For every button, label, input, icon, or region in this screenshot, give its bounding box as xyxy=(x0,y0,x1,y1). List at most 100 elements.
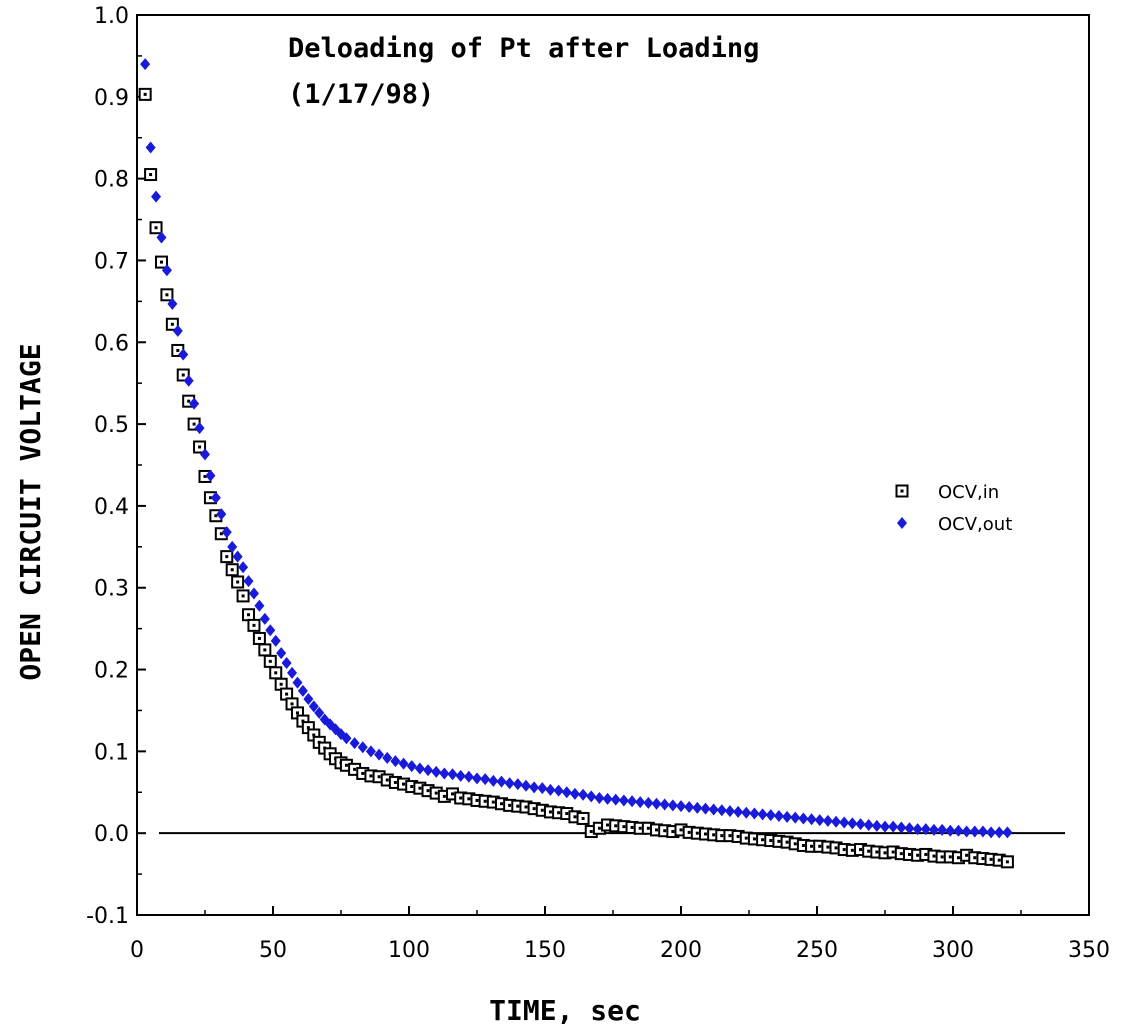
data-point xyxy=(225,563,239,577)
data-point xyxy=(156,231,167,244)
data-point xyxy=(945,824,956,837)
data-point xyxy=(814,814,825,827)
data-point xyxy=(231,575,245,589)
y-tick-label: 0.7 xyxy=(94,249,129,274)
data-point xyxy=(618,794,629,807)
data-point xyxy=(496,775,507,788)
data-point xyxy=(659,798,670,811)
data-point xyxy=(928,823,939,836)
data-point xyxy=(847,817,858,830)
data-point xyxy=(782,810,793,823)
data-point xyxy=(144,168,158,182)
data-point xyxy=(341,732,352,745)
data-point xyxy=(1002,826,1013,839)
data-point xyxy=(189,397,200,410)
x-tick-label: 350 xyxy=(1068,938,1110,963)
data-point xyxy=(167,297,178,310)
data-point xyxy=(259,612,270,625)
legend-marker xyxy=(895,484,909,498)
data-point xyxy=(977,825,988,838)
data-point xyxy=(757,808,768,821)
y-tick-label: 0.8 xyxy=(94,168,129,193)
data-point xyxy=(205,469,216,482)
data-point xyxy=(504,777,515,790)
data-point xyxy=(423,764,434,777)
data-point xyxy=(488,774,499,787)
data-point xyxy=(308,700,319,713)
data-point xyxy=(210,491,221,504)
data-point xyxy=(138,87,152,101)
data-point xyxy=(773,810,784,822)
data-point xyxy=(765,809,776,822)
legend: OCV,in OCV,out xyxy=(895,482,1012,535)
data-point xyxy=(569,787,580,800)
data-point xyxy=(545,783,556,796)
data-point xyxy=(236,589,250,603)
data-point xyxy=(790,811,801,824)
data-point xyxy=(602,792,613,805)
data-point xyxy=(221,526,232,539)
x-tick-label: 300 xyxy=(932,938,974,963)
y-tick-label: 0.5 xyxy=(94,413,129,438)
data-point xyxy=(749,807,760,820)
data-point xyxy=(269,666,283,680)
series-ocv-in xyxy=(138,87,1014,869)
data-point xyxy=(183,374,194,387)
data-point xyxy=(831,815,842,828)
y-tick-label: 0.0 xyxy=(94,822,129,847)
data-point xyxy=(314,706,325,719)
data-point xyxy=(349,737,360,750)
data-point xyxy=(232,550,243,563)
data-point xyxy=(920,823,931,836)
data-point xyxy=(263,654,277,668)
data-point xyxy=(880,820,890,833)
data-point xyxy=(178,348,189,361)
y-axis: -0.1 0.0 0.1 0.2 0.3 0.4 0.5 0.6 0.7 0.8 0.9 1.0 xyxy=(86,4,146,929)
series-ocv-out xyxy=(140,58,1013,839)
x-tick-label: 0 xyxy=(130,938,144,963)
data-point xyxy=(145,141,156,154)
data-point xyxy=(243,575,254,588)
data-point xyxy=(414,762,425,775)
series-layer xyxy=(138,58,1014,869)
data-point xyxy=(855,818,866,831)
data-point xyxy=(937,823,948,836)
data-point xyxy=(1000,855,1014,869)
x-tick-label: 100 xyxy=(388,938,430,963)
data-point xyxy=(254,599,265,612)
data-point xyxy=(684,801,695,813)
data-point xyxy=(798,812,809,825)
data-point xyxy=(741,806,752,819)
y-tick-label: 0.9 xyxy=(94,86,129,111)
data-point xyxy=(165,317,179,331)
data-point xyxy=(220,550,234,564)
data-point xyxy=(676,800,686,813)
data-point xyxy=(667,799,678,812)
data-point xyxy=(151,190,162,203)
data-point xyxy=(610,793,621,806)
data-point xyxy=(896,821,907,834)
data-point xyxy=(252,631,266,645)
data-point xyxy=(431,765,442,778)
x-tick-label: 50 xyxy=(259,938,287,963)
x-tick-label: 250 xyxy=(796,938,838,963)
x-axis: 0 50 100 150 200 250 300 350 xyxy=(130,906,1110,963)
y-tick-label: 0.1 xyxy=(94,740,129,765)
data-point xyxy=(904,822,915,835)
data-point xyxy=(270,634,281,647)
data-point xyxy=(216,508,227,521)
x-tick-label: 200 xyxy=(660,938,702,963)
data-point xyxy=(986,826,997,839)
x-axis-title: TIME, sec xyxy=(489,994,641,1027)
legend-label: OCV,in xyxy=(938,482,999,503)
data-point xyxy=(512,778,523,791)
data-point xyxy=(303,693,314,705)
chart-title-line-2: (1/17/98) xyxy=(288,79,434,110)
data-point xyxy=(247,618,261,632)
legend-marker xyxy=(897,517,907,529)
y-tick-label: 0.4 xyxy=(94,495,129,520)
data-point xyxy=(822,814,833,827)
data-point xyxy=(292,676,303,689)
data-point xyxy=(472,772,482,785)
